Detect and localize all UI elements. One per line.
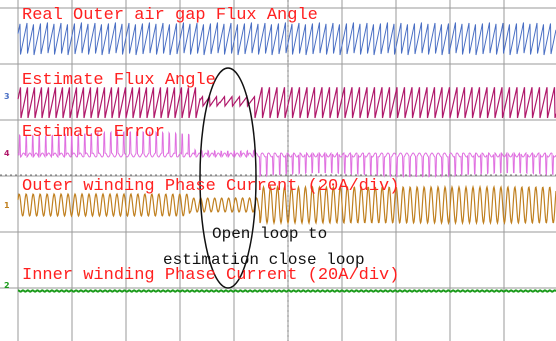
channel-marker: 3 — [4, 92, 10, 101]
annotation: estimation close loop — [163, 251, 365, 269]
waveform — [18, 290, 556, 291]
trace-label: Estimate Error — [22, 123, 165, 142]
channel-marker: 4 — [4, 149, 10, 158]
trace-label: Estimate Flux Angle — [22, 71, 216, 90]
annotation: Open loop to — [212, 225, 327, 243]
trace-label: Real Outer air gap Flux Angle — [22, 6, 318, 25]
channel-marker: 1 — [4, 201, 10, 210]
trace-label: Outer winding Phase Current (20A/div) — [22, 177, 399, 196]
channel-marker: 2 — [4, 281, 10, 290]
oscilloscope-screen: Real Outer air gap Flux Angle Estimate F… — [0, 0, 556, 341]
